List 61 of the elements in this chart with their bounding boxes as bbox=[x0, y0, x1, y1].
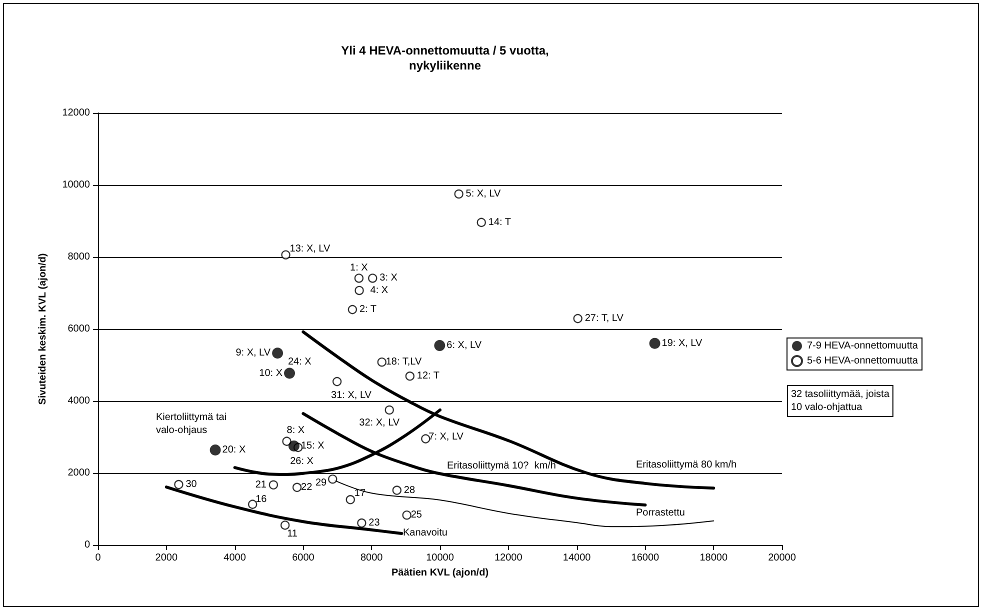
annotation: 8: X bbox=[286, 424, 305, 436]
x-tick-label: 6000 bbox=[292, 552, 315, 564]
chart-title: Yli 4 HEVA-onnettomuutta / 5 vuotta, nykyliikenne bbox=[341, 44, 549, 72]
x-tick-label: 14000 bbox=[562, 552, 592, 564]
x-axis-title: Päätien KVL (ajon/d) bbox=[391, 567, 489, 578]
y-axis-title: Sivuteiden keskim. KVL (ajon/d) bbox=[38, 253, 48, 405]
annotation: 12: T bbox=[416, 370, 440, 382]
annotation: 22 bbox=[301, 482, 313, 493]
annotation: 17 bbox=[354, 488, 366, 500]
annotation: 29 bbox=[315, 478, 328, 489]
annotation: 5: X, LV bbox=[466, 188, 501, 200]
y-tick-label: 10000 bbox=[62, 180, 90, 190]
annotation: Eritasoliittymä 80 km/h bbox=[636, 460, 737, 470]
annotation: 4: X bbox=[370, 284, 388, 296]
y-tick-label: 8000 bbox=[68, 252, 90, 262]
x-tick-label: 12000 bbox=[494, 552, 523, 564]
y-tick-label: 6000 bbox=[68, 324, 90, 334]
annotation: 15: X bbox=[300, 440, 325, 452]
annotation: Kanavoitu bbox=[403, 528, 448, 538]
annotation: 27: T, LV bbox=[584, 313, 624, 324]
x-tick-label: 20000 bbox=[768, 552, 796, 564]
y-tick-label: 12000 bbox=[62, 108, 90, 118]
annotation: 30 bbox=[186, 479, 198, 490]
annotation: 1: X bbox=[350, 262, 368, 274]
annotation: 21 bbox=[255, 479, 267, 490]
annotation: 18: T,LV bbox=[386, 356, 422, 368]
y-tick-label: 2000 bbox=[68, 468, 90, 478]
annotation: 2: T bbox=[359, 304, 376, 316]
annotation: 9: X, LV bbox=[236, 348, 271, 359]
annotation: 14: T bbox=[488, 216, 511, 228]
x-tick-label: 16000 bbox=[631, 552, 660, 564]
annotation: 7: X, LV bbox=[428, 431, 464, 442]
x-tick-label: 0 bbox=[95, 552, 102, 564]
annotation: Porrastettu bbox=[636, 508, 685, 518]
annotation: 3: X bbox=[380, 272, 398, 284]
y-tick-label: 4000 bbox=[68, 396, 90, 406]
annotation: 25 bbox=[410, 510, 422, 521]
annotation: Eritasoliittymä 10? km/h bbox=[447, 460, 556, 472]
x-tick-label: 2000 bbox=[155, 552, 178, 564]
annotation: 23 bbox=[368, 518, 380, 529]
annotation: 28 bbox=[404, 484, 416, 496]
annotation: 16 bbox=[256, 494, 268, 505]
x-tick-label: 18000 bbox=[700, 552, 728, 564]
annotation: 6: X, LV bbox=[446, 340, 482, 352]
y-tick-label: 0 bbox=[84, 540, 90, 550]
x-tick-label: 4000 bbox=[224, 552, 246, 564]
x-tick-label: 8000 bbox=[360, 552, 384, 564]
annotation: 32: X, LV bbox=[359, 418, 400, 428]
annotation: 24: X bbox=[288, 356, 312, 368]
annotation: 11 bbox=[287, 528, 298, 540]
text: 32 tasoliittymää, joista 10 valo-ohjattua bbox=[791, 389, 890, 413]
annotation: Kiertoliittymä tai valo-ohjaus bbox=[156, 412, 230, 436]
annotation: 20: X bbox=[222, 444, 246, 456]
x-tick-label: 10000 bbox=[426, 552, 454, 564]
annotation: 13: X, LV bbox=[290, 243, 330, 254]
annotation: 19: X, LV bbox=[662, 338, 702, 349]
annotation: 26: X bbox=[290, 456, 314, 467]
legend-label: 7-9 HEVA-onnettomuutta bbox=[807, 340, 918, 352]
annotation: 31: X, LV bbox=[331, 390, 372, 402]
legend-label: 5-6 HEVA-onnettomuutta bbox=[807, 356, 918, 366]
annotation: 10: X bbox=[259, 368, 283, 379]
